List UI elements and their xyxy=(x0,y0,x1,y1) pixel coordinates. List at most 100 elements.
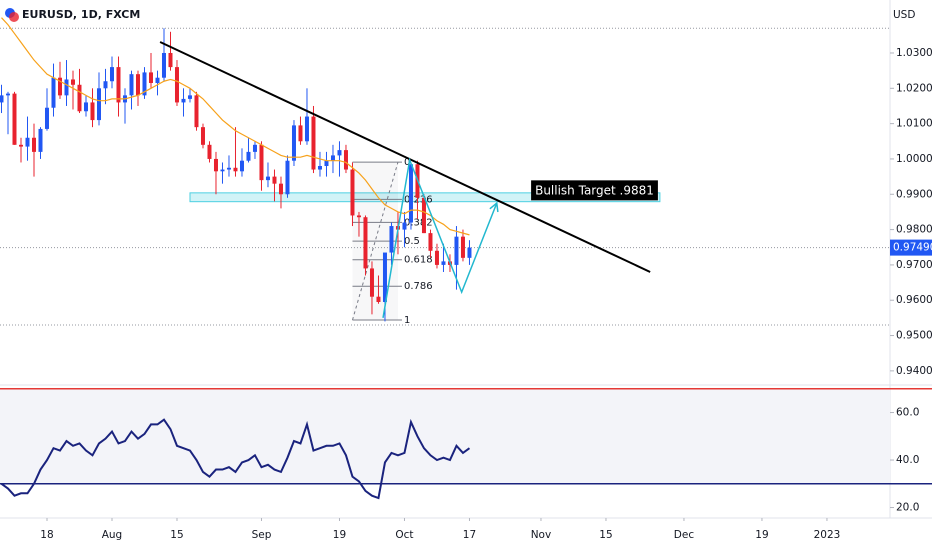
candle-body xyxy=(441,261,446,265)
candle-body xyxy=(5,93,10,96)
candle-body xyxy=(18,144,23,147)
rsi-tick-label: 40.0 xyxy=(896,454,919,466)
candle-body xyxy=(434,250,439,265)
rsi-line xyxy=(0,418,471,500)
candle-body xyxy=(278,183,283,195)
candle-body xyxy=(44,107,49,129)
candle-body xyxy=(265,176,270,181)
candle-body xyxy=(83,102,88,112)
candle-body xyxy=(428,233,433,251)
candle-body xyxy=(148,72,153,84)
candle-body xyxy=(109,67,114,82)
candle-body xyxy=(129,74,134,96)
candle-body xyxy=(298,125,303,142)
candle-body xyxy=(324,160,329,167)
candle-body xyxy=(246,151,251,161)
projection-path xyxy=(382,157,498,319)
candle-body xyxy=(90,102,95,121)
candle-body xyxy=(382,252,387,302)
candle-body xyxy=(135,74,140,96)
candle-body xyxy=(239,160,244,172)
candle-body xyxy=(51,77,56,108)
candle-body xyxy=(467,247,472,258)
x-tick-label: Oct xyxy=(395,529,413,541)
x-tick-label: 17 xyxy=(463,529,476,541)
arrow-head xyxy=(489,201,499,213)
candle-body xyxy=(77,84,82,112)
candle-body xyxy=(96,88,101,121)
candle-body xyxy=(181,98,186,103)
target-label-bg xyxy=(531,180,658,201)
symbol-title: EURUSD, 1D, FXCM xyxy=(22,8,140,21)
candle-body xyxy=(57,77,62,96)
candle-body xyxy=(317,166,322,170)
fib-label: 0.618 xyxy=(404,255,433,266)
x-tick-label: Nov xyxy=(531,529,552,541)
last-price-label: 0.97490 xyxy=(893,242,932,254)
candle-body xyxy=(291,125,296,161)
candle-body xyxy=(376,296,381,302)
candle-body xyxy=(70,79,75,85)
y-tick-label: 1.01000 xyxy=(896,118,932,130)
candle-body xyxy=(356,215,361,218)
candle-body xyxy=(272,176,277,184)
candle-body xyxy=(220,169,225,172)
fib-label: 1 xyxy=(404,315,410,326)
candle-body xyxy=(454,236,459,265)
candle-body xyxy=(187,95,192,99)
candle-body xyxy=(402,222,407,230)
candle-body xyxy=(194,95,199,128)
candle-body xyxy=(103,81,108,89)
rsi-band-fill xyxy=(0,388,890,484)
candle-body xyxy=(304,116,309,142)
candle-body xyxy=(343,150,348,170)
candle-body xyxy=(252,144,257,152)
candle-body xyxy=(363,217,368,269)
x-tick-label: 15 xyxy=(170,529,183,541)
candle-body xyxy=(337,150,342,156)
trendline xyxy=(159,41,651,273)
symbol-icon xyxy=(5,8,19,22)
x-tick-label: 18 xyxy=(40,529,53,541)
candle-body xyxy=(161,52,166,78)
fib-label: 0.5 xyxy=(404,236,420,247)
candle-body xyxy=(233,167,238,172)
fib-label: 0.382 xyxy=(404,217,433,228)
fib-label: 0.236 xyxy=(404,194,433,205)
candle-body xyxy=(31,137,36,152)
candle-body xyxy=(155,77,160,84)
moving-average xyxy=(1,17,470,236)
candle-body xyxy=(174,67,179,103)
rsi-tick-label: 60.0 xyxy=(896,407,919,419)
candle-body xyxy=(330,155,335,161)
candle-body xyxy=(168,52,173,68)
x-tick-label: Dec xyxy=(674,529,695,541)
candle-body xyxy=(350,169,355,216)
x-tick-label: 19 xyxy=(333,529,346,541)
last-price-tag xyxy=(890,239,932,256)
fib-label: 0 xyxy=(404,157,410,168)
y-tick-label: 1.02000 xyxy=(896,82,932,94)
candle-body xyxy=(311,116,316,170)
rsi-tick-label: 20.0 xyxy=(896,502,919,514)
candle-body xyxy=(389,226,394,253)
target-label-text: Bullish Target .9881 xyxy=(535,183,654,197)
candle-body xyxy=(116,67,121,103)
currency-label: USD xyxy=(893,9,915,21)
candle-body xyxy=(207,144,212,159)
candle-body xyxy=(12,93,17,145)
candle-body xyxy=(259,144,264,181)
candle-body xyxy=(0,95,4,103)
x-tick-label: Sep xyxy=(252,529,272,541)
candle-body xyxy=(421,197,426,234)
fib-label: 0.786 xyxy=(404,281,433,292)
target-label: Bullish Target .9881 xyxy=(531,180,658,201)
candle-body xyxy=(25,137,30,147)
